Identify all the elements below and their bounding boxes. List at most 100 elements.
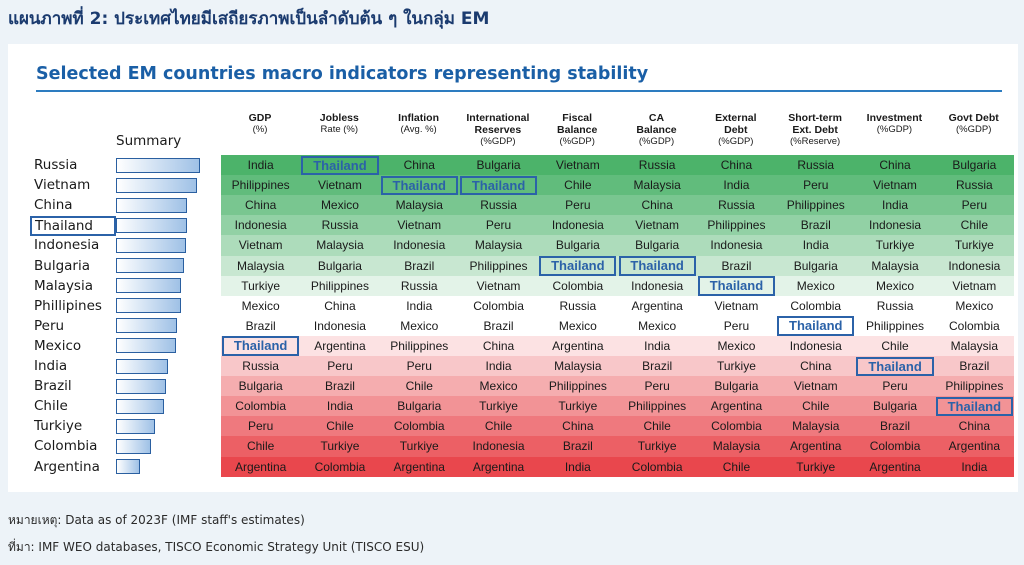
summary-bar (116, 217, 187, 233)
table-cell: Chile (881, 338, 909, 353)
table-cell: India (564, 459, 591, 474)
title-divider (36, 90, 1002, 92)
summary-country-label: Colombia (34, 438, 98, 455)
table-cell: Bulgaria (793, 258, 838, 273)
table-cell: Russia (797, 158, 835, 172)
table-cell: Brazil (245, 318, 276, 333)
table-cell: Colombia (235, 399, 286, 414)
table-cell: Peru (882, 379, 908, 394)
column-header-unit: (%) (252, 124, 268, 135)
chart-title: Selected EM countries macro indicators r… (36, 64, 649, 84)
table-cell: Bulgaria (238, 379, 283, 394)
table-cell: Brazil (404, 258, 435, 273)
table-cell: India (406, 298, 433, 313)
highlighted-cell: Thailand (618, 256, 696, 276)
column-header: Govt Debt (%GDP) (938, 112, 1010, 152)
table-cell: Chile (643, 419, 671, 434)
column-header-name-line2: Debt (724, 124, 748, 136)
table-cell: Philippines (707, 218, 766, 233)
table-cell: India (247, 158, 274, 172)
summary-bar (116, 318, 177, 334)
table-cell: Chile (802, 399, 830, 414)
page-title: แผนภาพที่ 2: ประเทศไทยมีเสถียรภาพเป็นลำด… (8, 9, 490, 29)
column-header-name-line2: Balance (557, 124, 598, 136)
column-header: Investment (%GDP) (858, 112, 930, 152)
table-cell: Mexico (638, 318, 677, 333)
table-cell: Mexico (717, 338, 756, 353)
table-cell: Russia (242, 359, 279, 373)
summary-bar (116, 398, 164, 414)
table-cell: China (958, 419, 991, 434)
table-cell: Vietnam (873, 178, 917, 193)
table-cell: Peru (327, 359, 353, 373)
row-band (221, 195, 1014, 216)
table-cell: Russia (559, 298, 597, 313)
table-cell: Turkiye (637, 439, 677, 454)
table-cell: Indonesia (869, 218, 922, 233)
row-band (221, 396, 1014, 417)
table-cell: Malaysia (950, 338, 999, 353)
table-cell: Turkiye (716, 359, 756, 373)
table-cell: Vietnam (238, 238, 283, 253)
table-cell: Russia (955, 178, 993, 193)
table-cell: Turkiye (399, 439, 439, 454)
row-band (221, 235, 1014, 256)
summary-country-label: Chile (34, 398, 68, 415)
column-header: Fiscal Balance (%GDP) (541, 112, 613, 152)
row-band (221, 155, 1014, 176)
table-cell: Peru (406, 359, 432, 373)
row-band (221, 175, 1014, 196)
table-cell: Peru (961, 198, 988, 213)
table-cell: Mexico (876, 278, 915, 293)
summary-bar (116, 459, 140, 474)
table-cell: Vietnam (952, 278, 997, 293)
table-cell: India (644, 338, 671, 353)
table-cell: Russia (638, 158, 676, 172)
table-cell: Colombia (314, 459, 366, 474)
table-cell: Chile (405, 379, 433, 394)
table-cell: China (324, 298, 356, 313)
table-cell: Indonesia (948, 258, 1001, 273)
table-cell: Malaysia (316, 238, 364, 253)
table-cell: Malaysia (236, 258, 285, 273)
table-cell: Brazil (483, 318, 514, 333)
highlighted-cell: Thailand (222, 336, 300, 356)
column-header: CA Balance (%GDP) (621, 112, 693, 152)
row-band (221, 215, 1014, 236)
row-band (221, 275, 1014, 297)
summary-country-label: Vietnam (34, 177, 91, 194)
table-cell: Peru (565, 198, 591, 213)
table-cell: Chile (246, 439, 275, 454)
column-header-name: GDP (248, 112, 272, 124)
table-cell: Philippines (548, 379, 607, 394)
column-header-name: Investment (866, 112, 923, 124)
summary-country-label: China (34, 197, 73, 214)
column-header: External Debt (%GDP) (700, 112, 772, 152)
table-cell: Philippines (231, 178, 290, 193)
table-cell: Turkiye (875, 238, 915, 253)
table-cell: Turkiye (954, 238, 994, 253)
table-cell: Mexico (796, 278, 835, 293)
table-cell: Vietnam (318, 178, 362, 193)
row-band (221, 436, 1014, 457)
column-header-name: Jobless (319, 112, 359, 124)
table-cell: Colombia (869, 439, 921, 454)
table-cell: China (879, 158, 911, 172)
table-cell: Colombia (711, 419, 762, 434)
table-cell: Brazil (562, 439, 593, 454)
table-cell: Indonesia (234, 218, 287, 233)
table-cell: Bulgaria (952, 158, 997, 172)
table-cell: Colombia (790, 298, 842, 313)
column-header-unit: (%GDP) (638, 136, 675, 147)
table-cell: Philippines (390, 338, 449, 353)
table-cell: India (882, 198, 909, 213)
table-cell: India (485, 359, 512, 373)
row-band (221, 356, 1014, 377)
table-cell: Bulgaria (476, 158, 521, 172)
summary-bar (116, 378, 166, 394)
table-cell: Argentina (472, 459, 525, 474)
summary-country-label: Turkiye (34, 418, 83, 435)
table-cell: China (720, 158, 753, 172)
source-note: ที่มา: IMF WEO databases, TISCO Economic… (8, 540, 425, 554)
table-cell: Bulgaria (635, 238, 680, 253)
